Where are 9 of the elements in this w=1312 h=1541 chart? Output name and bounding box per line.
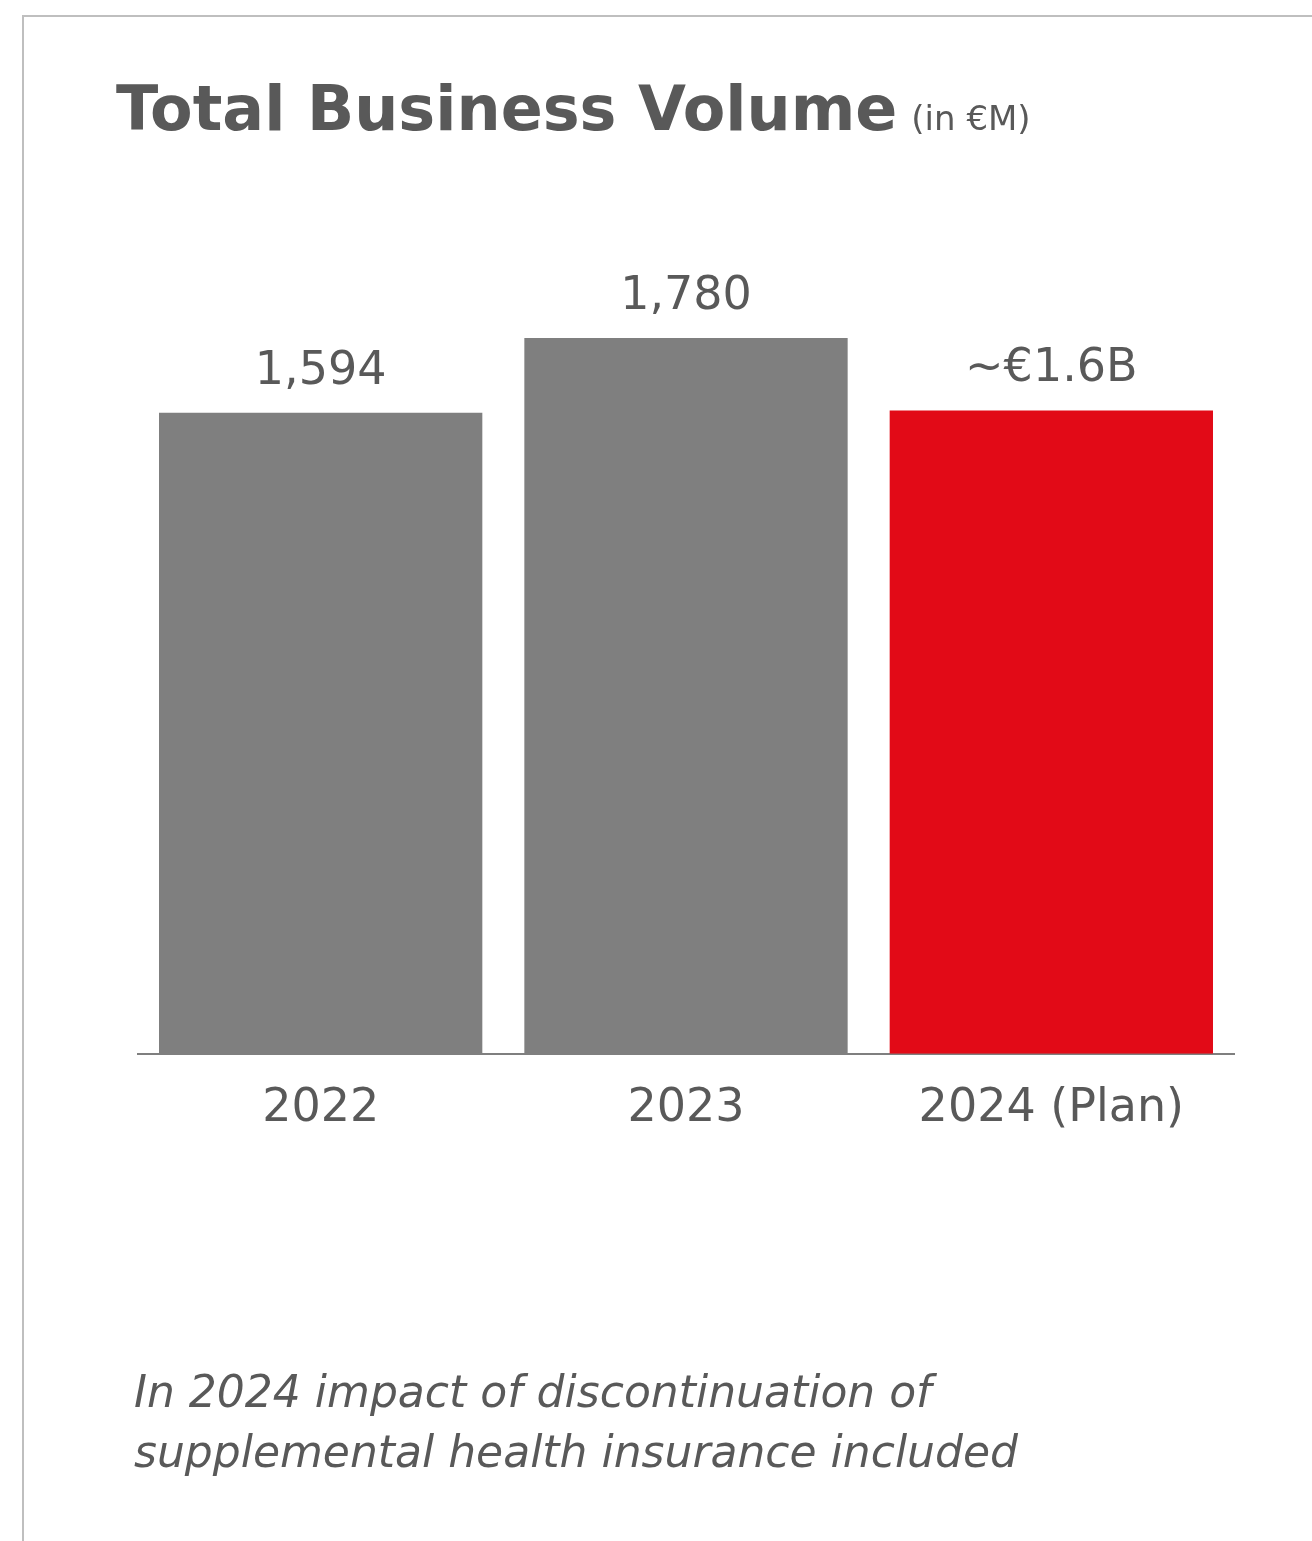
x-tick-label: 2023 [627, 1078, 745, 1133]
annotation: ~€1.6B [965, 338, 1138, 393]
x-tick-label: 2022 [262, 1078, 380, 1133]
x-tick-label: 2024 (Plan) [918, 1078, 1185, 1133]
chart-title: Total Business Volume [116, 72, 898, 145]
chart-subtitle: (in €M) [911, 98, 1031, 138]
data-label: 1,780 [620, 266, 752, 320]
text: In 2024 impact of discontinuation of supplemental health insurance included [134, 1365, 1019, 1479]
data-label: 1,594 [254, 340, 387, 395]
